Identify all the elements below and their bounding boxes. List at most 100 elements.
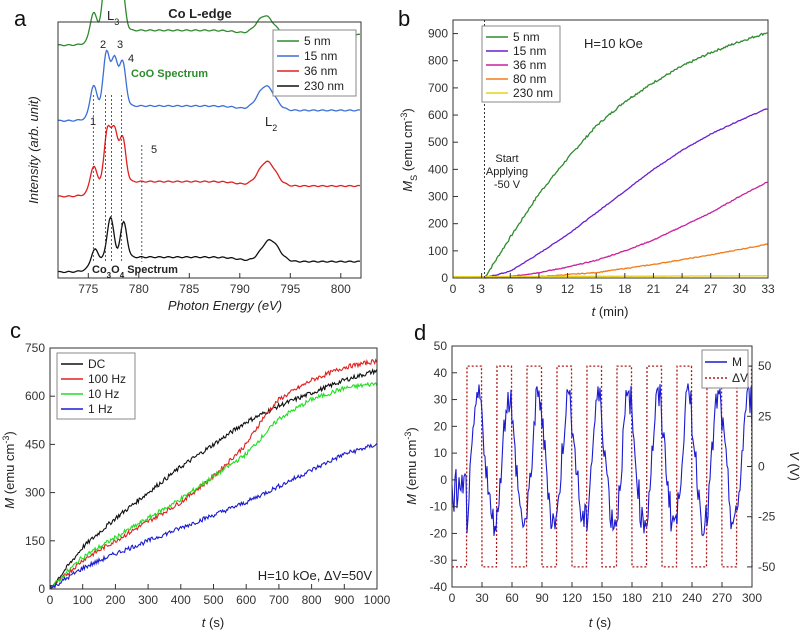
voltage-series: [452, 365, 753, 568]
panel-c-xlabel: t (s): [202, 615, 224, 630]
panel-d-xticks: 0 30 60 90 120 150 180 210 240 270 300: [449, 582, 762, 605]
b-xtick-label: 9: [536, 282, 543, 296]
c-xtick-label: 800: [302, 593, 322, 607]
a-xtick-label: 790: [230, 282, 250, 296]
panel-d-xlabel: t (s): [589, 615, 611, 630]
c-ytick-label: 450: [25, 437, 45, 451]
start-annotation-3: -50 V: [494, 179, 521, 191]
c-xtick-label: 600: [236, 593, 256, 607]
c-ytick-label: 150: [25, 534, 45, 548]
a-legend-1-label: 15 nm: [304, 49, 337, 63]
b-legend-0-label: 5 nm: [513, 30, 540, 44]
d-ytick-right-label: -25: [758, 510, 776, 524]
panel-a-xlabel: Photon Energy (eV): [168, 298, 282, 313]
b-legend-2-label: 36 nm: [513, 58, 546, 72]
panel-b-letter: b: [398, 6, 410, 31]
c-ytick-label: 750: [25, 341, 45, 355]
c-xtick-label: 0: [47, 593, 54, 607]
b-xtick-label: 3: [478, 282, 485, 296]
b-ytick-label: 100: [428, 244, 448, 258]
panel-d-legend-items: M ΔV: [705, 355, 748, 385]
panel-a-frame: [57, 21, 362, 279]
b-xtick-label: 18: [618, 282, 632, 296]
m-oscillation-series: [451, 383, 753, 537]
panel-c-letter: c: [10, 318, 21, 343]
peak-label-4: 4: [128, 53, 134, 65]
c-xtick-label: 700: [269, 593, 289, 607]
b-legend-3-label: 80 nm: [513, 72, 546, 86]
d-ytick-label: -10: [430, 500, 448, 514]
start-annotation-1: Start: [495, 153, 518, 165]
panel-b-plot: [452, 20, 768, 279]
d-ytick-right-label: -50: [758, 560, 776, 574]
a-xtick-label: 775: [78, 282, 98, 296]
b-xtick-label: 24: [675, 282, 689, 296]
m-series-100Hz: [49, 358, 378, 590]
panel-d: d 0 30 60 90 120 150 180 210 240 270 300 -40-30-20…: [403, 320, 800, 630]
b-ytick-label: 200: [428, 217, 448, 231]
b-legend-1-label: 15 nm: [513, 44, 546, 58]
panel-d-ylabel: M (emu cm-3): [403, 427, 419, 504]
b-ytick-label: 900: [428, 27, 448, 41]
l3-label: L3: [107, 8, 119, 27]
peak-label-2: 2: [100, 39, 106, 51]
c-legend-2-label: 10 Hz: [88, 387, 119, 401]
c-ytick-label: 600: [25, 389, 45, 403]
d-xtick-label: 270: [712, 591, 732, 605]
panel-c-plot: [49, 358, 378, 590]
panel-a-peak-labels: 1 2 34 5: [90, 39, 157, 156]
panel-b: b 0 3 6 9 12 15 18 21 24 27 30 33 0 100 200 300 400 500 6…: [398, 6, 775, 319]
d-ytick-label: 0: [440, 473, 447, 487]
peak-label-5: 5: [151, 144, 157, 156]
panel-d-legend: [701, 349, 749, 389]
panel-a-title: Co L-edge: [168, 6, 232, 21]
d-xtick-label: 30: [475, 591, 489, 605]
d-ytick-label: -30: [430, 553, 448, 567]
b-xtick-label: 33: [761, 282, 775, 296]
panel-b-ylabel: MS (emu cm-3): [399, 108, 419, 191]
panel-c-xticks: 0 100 200 300 400 500 600 700 800 900 1000: [47, 584, 391, 607]
b-ytick-label: 600: [428, 108, 448, 122]
d-xtick-label: 240: [682, 591, 702, 605]
b-xtick-label: 30: [733, 282, 747, 296]
panel-d-yticks-right: -50 -25 0 25 50: [747, 359, 776, 574]
coo-spectrum-label: CoO Spectrum: [131, 68, 208, 80]
m-series-DC: [49, 368, 378, 590]
c-xtick-label: 100: [73, 593, 93, 607]
d-legend-0-label: M: [732, 355, 742, 369]
b-xtick-label: 0: [450, 282, 457, 296]
d-legend-1-label: ΔV: [732, 371, 748, 385]
panel-d-yticks: -40 -30 -20 -10 0 10 20 30 40 50: [430, 339, 457, 594]
c-ytick-label: 0: [38, 582, 45, 596]
b-ytick-label: 400: [428, 162, 448, 176]
d-ytick-right-label: 50: [758, 359, 772, 373]
panel-b-xlabel: t (min): [592, 304, 629, 319]
d-ytick-label: 40: [434, 366, 448, 380]
panel-b-frame: [452, 19, 769, 279]
ms-series-5nm: [483, 32, 768, 279]
c-legend-3-label: 1 Hz: [88, 402, 113, 416]
d-xtick-label: 300: [742, 591, 762, 605]
b-xtick-label: 6: [507, 282, 514, 296]
a-xtick-label: 795: [280, 282, 300, 296]
panel-a: a Co L-edge 775 780 785 790 795 800 Photon En…: [14, 0, 362, 313]
ms-series-230nm: [452, 275, 767, 278]
panel-c-ylabel: M (emu cm-3): [1, 431, 17, 508]
c-xtick-label: 1000: [364, 593, 391, 607]
d-ytick-label: 20: [434, 419, 448, 433]
ms-series-36nm: [484, 181, 768, 279]
spectrum-36nm: [57, 124, 361, 198]
a-legend-2-label: 36 nm: [304, 64, 337, 78]
panel-c-yticks: 0 150 300 450 600 750: [25, 341, 55, 596]
ms-series-15nm: [484, 108, 768, 279]
d-ytick-right-label: 0: [758, 460, 765, 474]
panel-d-ylabel-right: V (V): [787, 451, 800, 481]
c-xtick-label: 300: [138, 593, 158, 607]
d-xtick-label: 90: [535, 591, 549, 605]
panel-b-yticks: 0 100 200 300 400 500 600 700 800 900: [428, 27, 458, 285]
spectrum-15nm: [57, 49, 361, 122]
